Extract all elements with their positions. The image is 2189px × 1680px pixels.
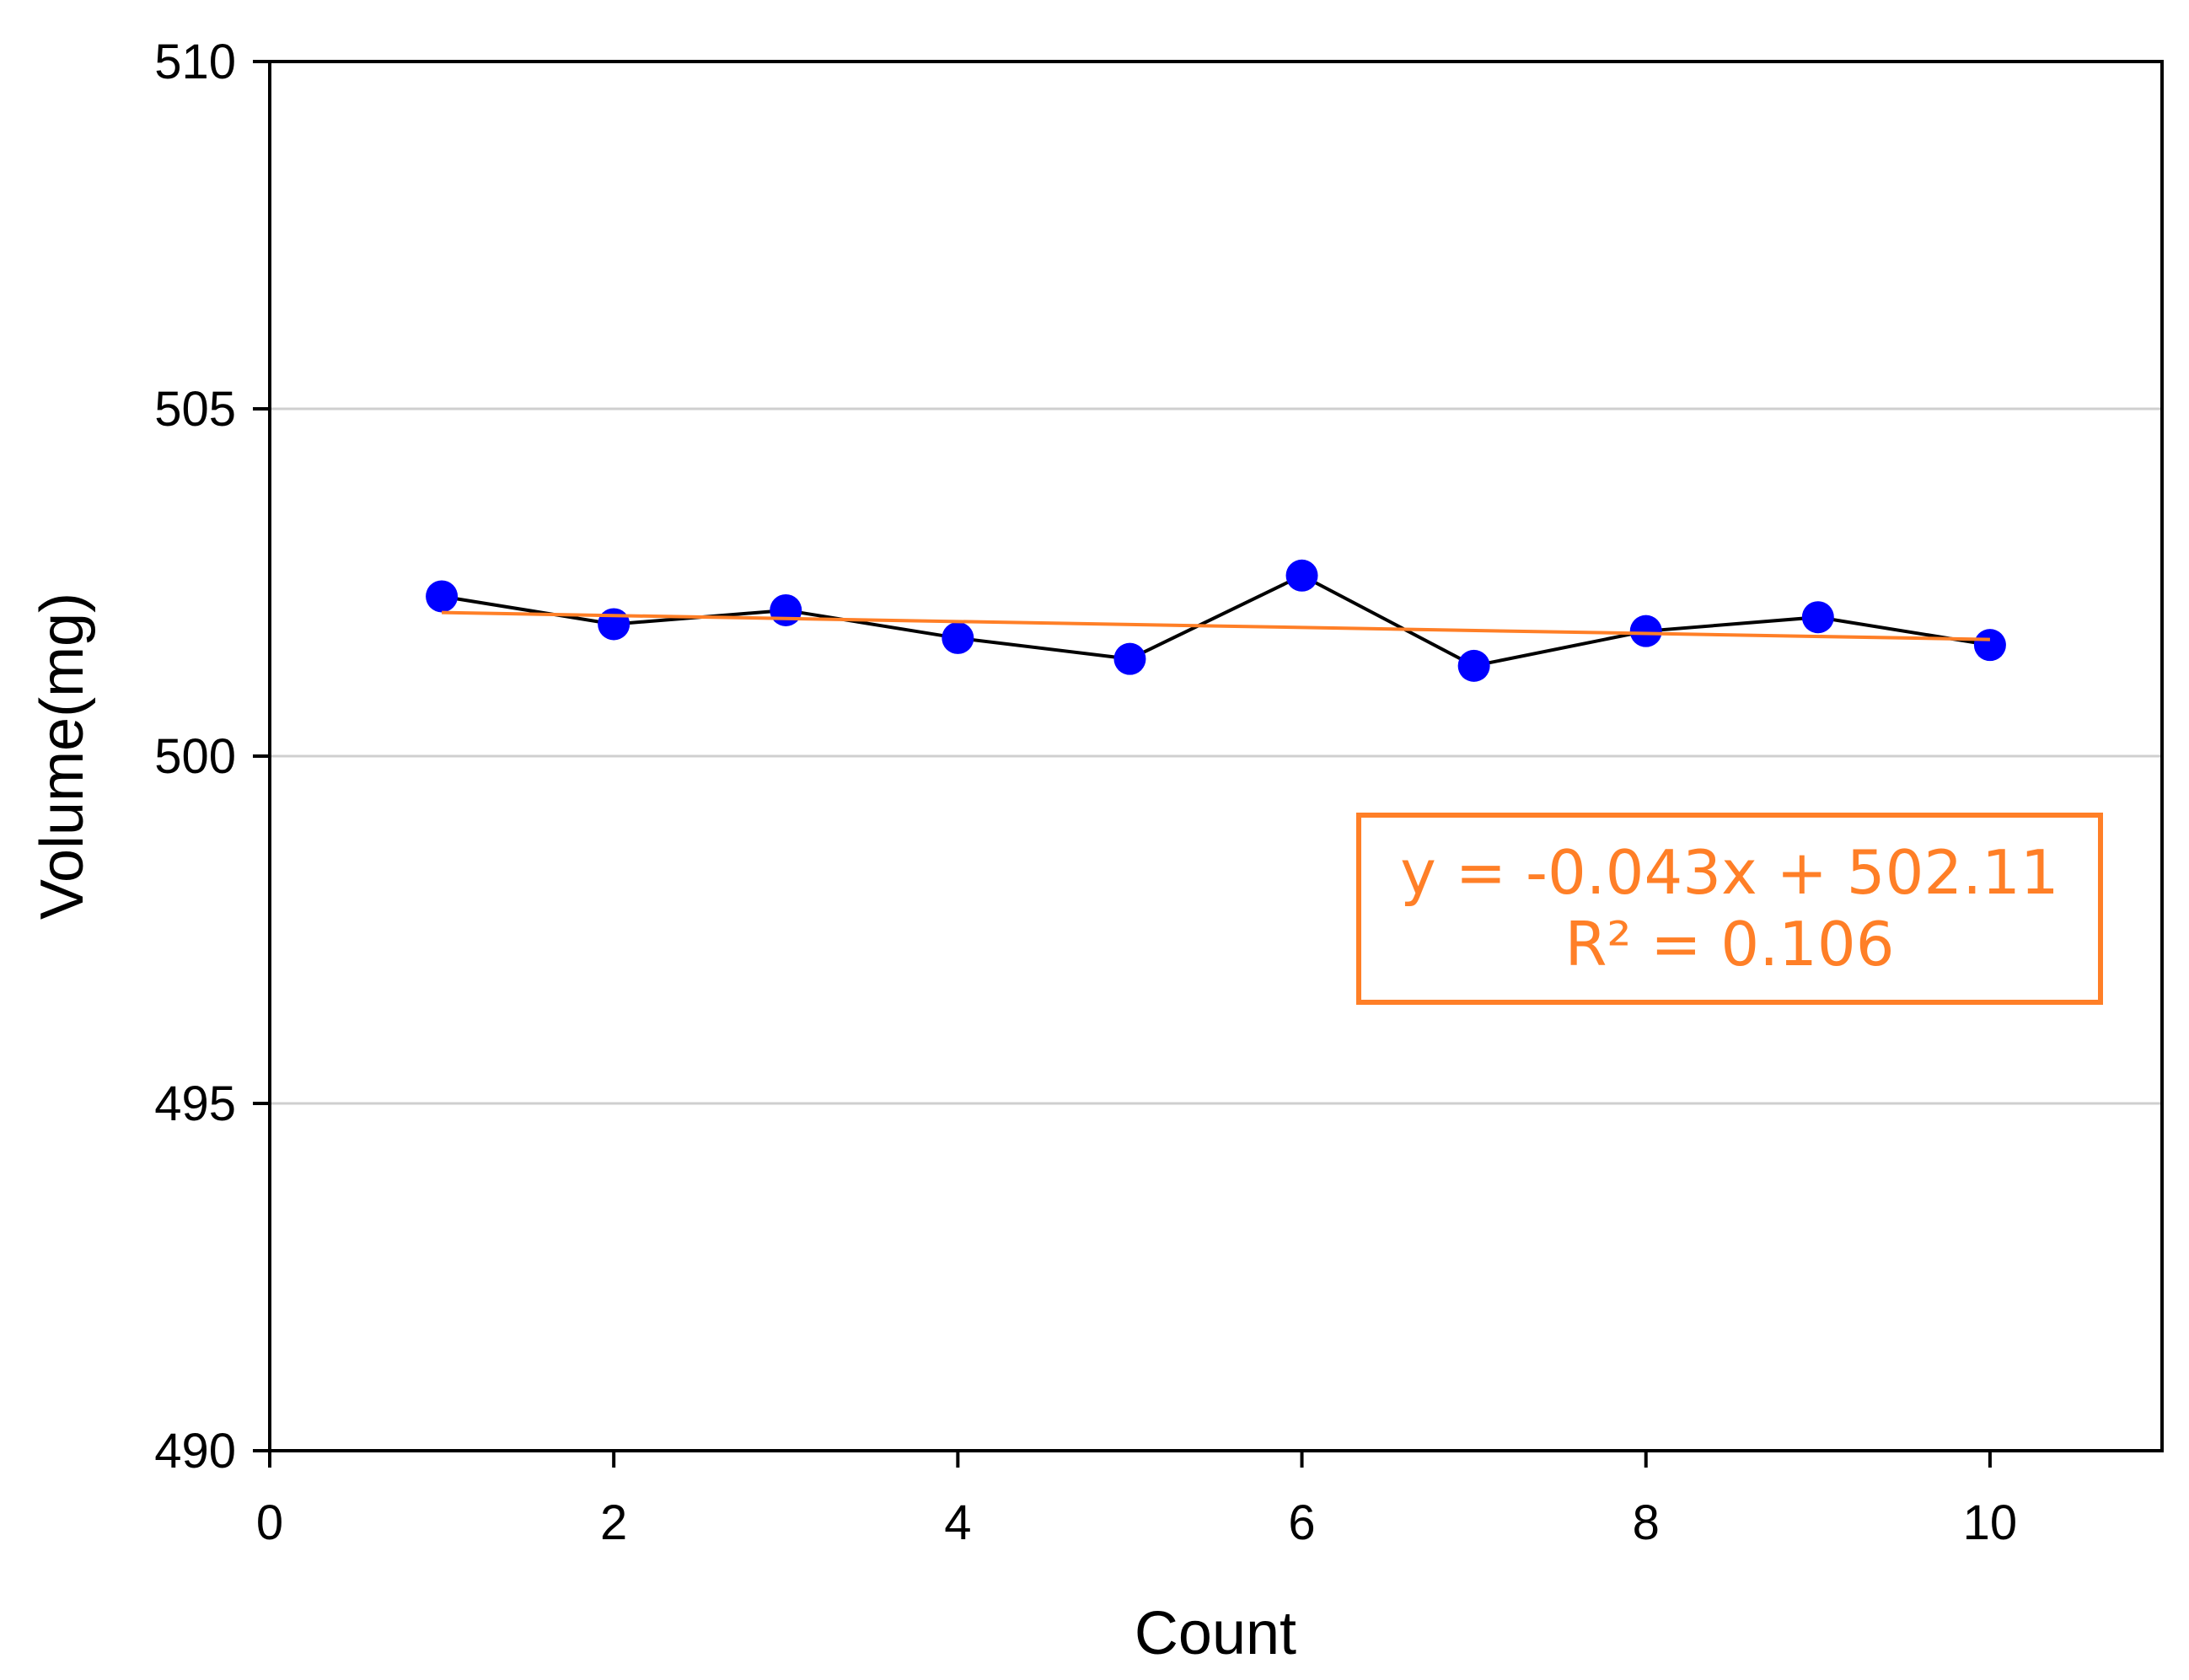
x-tick-label: 6 [1288,1495,1315,1550]
x-tick-label: 4 [944,1495,971,1550]
data-point [1113,642,1146,675]
data-point [1629,615,1662,647]
grid-lines [270,407,2162,1105]
trendline-group [442,610,1990,641]
y-tick-label: 510 [154,35,236,89]
y-tick-label: 495 [154,1076,236,1131]
y-axis-ticks: 490 495 500 505 510 [154,35,270,1479]
x-tick-label: 10 [1963,1495,2018,1550]
y-tick-label: 500 [154,729,236,784]
data-point [426,580,459,613]
equation-box [1356,813,2103,1005]
y-axis-title: Volume(mg) [29,593,96,920]
equation-line1: y = -0.043x + 502.11 [1400,837,2058,908]
equation-annotation: y = -0.043x + 502.11 R² = 0.106 [1356,813,2103,1005]
data-point [770,593,802,626]
x-tick-label: 8 [1633,1495,1660,1550]
x-tick-label: 2 [600,1495,627,1550]
data-point [1973,629,2006,662]
y-tick-label: 490 [154,1424,236,1479]
x-tick-label: 0 [256,1495,283,1550]
data-series [426,559,2006,682]
data-point [942,621,974,654]
series-line [441,573,1991,668]
data-point [598,608,630,641]
data-point [1285,559,1318,592]
trendline [442,610,1990,641]
x-axis-ticks: 0 2 4 6 8 10 [256,1451,2017,1550]
equation-line2: R² = 0.106 [1564,909,1894,980]
y-tick-label: 505 [154,382,236,437]
x-axis-title: Count [1135,1600,1296,1667]
data-point [1801,601,1834,634]
data-point [1457,649,1490,682]
